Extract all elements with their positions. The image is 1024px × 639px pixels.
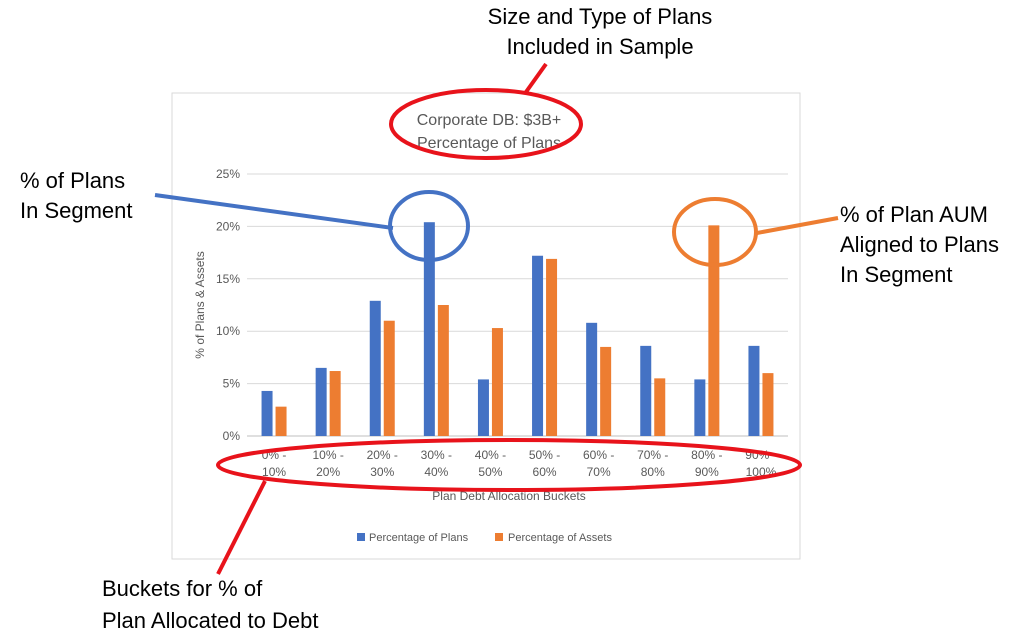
x-tick-label: 10% - [312, 448, 343, 462]
y-tick-label: 15% [216, 272, 240, 286]
plans-note-line-1: % of Plans [20, 168, 125, 193]
x-tick-label: 50% - [529, 448, 560, 462]
legend-swatch-plans [357, 533, 365, 541]
legend-label-assets: Percentage of Assets [508, 532, 612, 544]
buckets-note-line-2: Plan Allocated to Debt [102, 608, 318, 633]
x-tick-label: 60% [533, 465, 557, 479]
aum-note-line-3: In Segment [840, 262, 953, 287]
plans-note-line-2: In Segment [20, 198, 133, 223]
y-tick-label: 25% [216, 167, 240, 181]
bar-plans [532, 255, 544, 436]
bar-plans [423, 222, 435, 436]
bar-plans [315, 367, 327, 436]
legend-swatch-assets [495, 533, 503, 541]
title-highlight-ellipse [389, 88, 583, 160]
buckets-note-line-1: Buckets for % of [102, 576, 263, 601]
bar-assets [654, 378, 666, 436]
plans-highlight-ellipse [388, 190, 470, 262]
x-tick-label: 70% - [637, 448, 668, 462]
x-axis-label: Plan Debt Allocation Buckets [432, 489, 585, 503]
y-tick-label: 10% [216, 324, 240, 338]
aum-note-line-2: Aligned to Plans [840, 232, 999, 257]
x-tick-label: 30% [370, 465, 394, 479]
x-tick-label: 80% - [691, 448, 722, 462]
buckets-highlight-ellipse [216, 438, 802, 492]
bar-plans [640, 345, 652, 436]
bar-assets [437, 305, 449, 436]
bar-assets [708, 225, 720, 436]
x-tick-label: 40% [424, 465, 448, 479]
bar-plans [694, 379, 706, 436]
bar-plans [477, 379, 489, 436]
bar-assets [491, 328, 503, 436]
x-tick-label: 10% [262, 465, 286, 479]
sample-note-line-1: Size and Type of Plans [488, 4, 713, 29]
sample-note-connector [524, 62, 548, 94]
bar-assets [600, 346, 612, 436]
y-tick-label: 0% [223, 429, 241, 443]
buckets-note-connector [216, 480, 267, 575]
bar-assets [275, 406, 287, 436]
legend-label-plans: Percentage of Plans [369, 532, 469, 544]
legend: Percentage of Plans Percentage of Assets [357, 532, 612, 544]
x-tick-label: 70% [587, 465, 611, 479]
x-tick-label: 50% [478, 465, 502, 479]
x-tick-label: 90% [695, 465, 719, 479]
bar-plans [748, 345, 760, 436]
bars [261, 222, 774, 436]
bar-assets [383, 320, 395, 436]
sample-note-line-2: Included in Sample [506, 34, 693, 59]
x-tick-label: 60% - [583, 448, 614, 462]
aum-note-line-1: % of Plan AUM [840, 202, 988, 227]
x-tick-label: 20% - [367, 448, 398, 462]
chart-subtitle: Percentage of Plans [417, 135, 561, 152]
x-tick-label: 80% [641, 465, 665, 479]
aum-note-connector [756, 216, 839, 235]
x-tick-label: 40% - [475, 448, 506, 462]
bar-assets [329, 371, 341, 436]
bar-plans [369, 300, 381, 436]
bar-assets [546, 258, 558, 436]
y-tick-label: 20% [216, 219, 240, 233]
y-axis-label: % of Plans & Assets [193, 251, 207, 358]
aum-highlight-ellipse [672, 197, 758, 267]
plans-note-connector [154, 193, 394, 230]
chart-title: Corporate DB: $3B+ [417, 112, 562, 129]
x-tick-label: 30% - [421, 448, 452, 462]
y-tick-label: 5% [223, 377, 241, 391]
x-tick-label: 20% [316, 465, 340, 479]
y-axis-ticks: 0% 5% 10% 15% 20% 25% [216, 167, 240, 443]
bar-assets [762, 373, 774, 436]
bar-plans [586, 322, 598, 436]
bar-plans [261, 390, 273, 436]
